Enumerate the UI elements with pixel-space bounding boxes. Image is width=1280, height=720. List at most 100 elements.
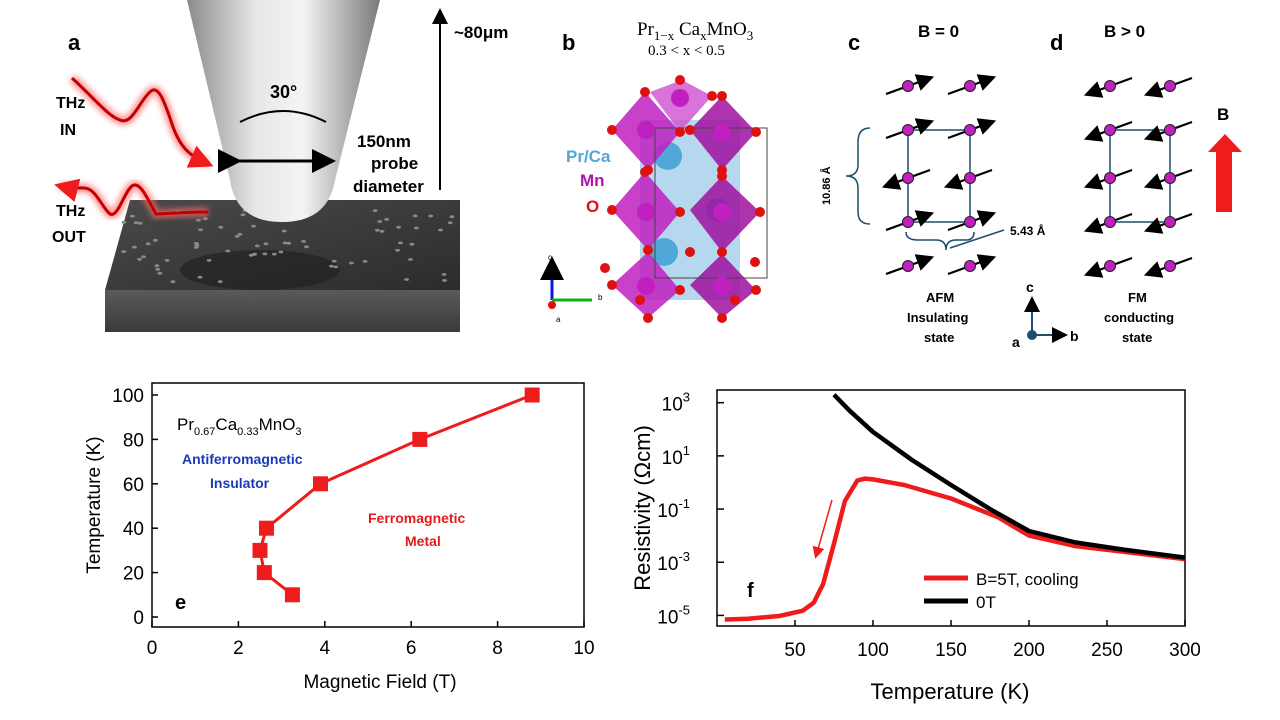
axis-a-dot [548, 301, 556, 309]
surface-speckle [282, 241, 288, 245]
axis-a-dot-c [1027, 330, 1037, 340]
surface-speckle [137, 257, 143, 261]
surface-speckle [331, 259, 337, 263]
mn-spin-site [964, 80, 976, 92]
surface-speckle [157, 271, 163, 275]
surface-speckle [137, 221, 143, 225]
surface-speckle [133, 221, 139, 225]
surface-speckle [197, 275, 203, 279]
mn-atom [637, 203, 655, 221]
surface-speckle [217, 280, 223, 283]
cell-outline-d [1109, 129, 1171, 223]
panel-label-a: a [68, 30, 81, 55]
mn-atom [637, 121, 655, 139]
o-atoms [600, 75, 765, 323]
legend-label-0t: 0T [976, 593, 996, 612]
y-tick-exponent: 1 [683, 443, 690, 458]
mn-atom [713, 124, 731, 142]
thz-out-label-1: THz [56, 203, 85, 220]
o-atom [607, 125, 617, 135]
o-atom [640, 167, 650, 177]
data-point [524, 387, 540, 403]
x-tick-label-e: 8 [492, 638, 503, 659]
surface-speckle [362, 260, 368, 263]
y-tick-label-e: 60 [123, 475, 144, 496]
panel-label-e: e [175, 592, 186, 614]
surface-speckle [428, 214, 434, 218]
surface-speckle [262, 252, 268, 256]
mn-spin-site [964, 260, 976, 272]
height-label: ~80μm [454, 23, 508, 42]
formula-part: 3 [747, 28, 754, 43]
mn-spin-site [1164, 172, 1176, 184]
plot-frame-f [716, 389, 1186, 627]
fm-caption-2: conducting [1104, 310, 1174, 325]
y-tick-base: 10 [657, 607, 678, 628]
surface-speckle [379, 229, 385, 233]
y-axis-label-e: Temperature (K) [84, 436, 105, 573]
tip-shadow [180, 250, 340, 290]
surface-speckle [141, 255, 146, 259]
surface-speckle [254, 244, 260, 248]
x-tick-label-e: 2 [233, 638, 244, 659]
fm-caption-1: FM [1128, 290, 1147, 305]
y-tick-base: 10 [657, 501, 678, 522]
sample-edge [105, 290, 460, 332]
panel-c-title: B = 0 [918, 22, 959, 41]
bracket-c-spacing [845, 127, 871, 225]
o-atom [600, 263, 610, 273]
surface-speckle [438, 228, 443, 232]
panel-c: c B = 0 10.86 Å 5.43 Å AFM Insulating st… [820, 22, 1079, 350]
probe-label-3: diameter [353, 177, 424, 196]
surface-speckle [145, 242, 151, 246]
surface-speckle [414, 226, 419, 230]
o-atom [730, 295, 740, 305]
panel-label-d: d [1050, 30, 1063, 55]
cell-outline [907, 129, 971, 223]
spacing-c-label: 10.86 Å [820, 166, 833, 205]
axis-b-label-c: b [1070, 328, 1079, 344]
surface-speckle [377, 220, 383, 223]
mn-spin-site [964, 124, 976, 136]
o-atom [717, 313, 727, 323]
o-atom [643, 245, 653, 255]
mn-spin-site [964, 172, 976, 184]
surface-speckle [240, 213, 246, 217]
mn-spin-site [1104, 260, 1116, 272]
legend-mn: Mn [580, 171, 605, 190]
surface-speckle [384, 218, 390, 221]
phase-boundary-line [258, 393, 533, 596]
o-atom [685, 247, 695, 257]
x-tick-label-e: 6 [406, 638, 417, 659]
formula-part: 1−x [654, 28, 675, 43]
mn-spin-site [1104, 172, 1116, 184]
surface-speckle [404, 278, 409, 281]
surface-speckle [218, 225, 224, 229]
panel-label-f: f [747, 580, 754, 602]
y-tick-label-f: 103 [662, 390, 690, 416]
surface-speckle [202, 217, 208, 221]
surface-speckle [251, 224, 256, 228]
surface-speckle [449, 215, 455, 219]
o-atom [751, 127, 761, 137]
region-fm-2: Metal [405, 533, 441, 549]
axis-b-label: b [598, 293, 603, 302]
afm-caption-1: AFM [926, 290, 954, 305]
fm-caption-3: state [1122, 330, 1152, 345]
mn-spin-site [902, 260, 914, 272]
o-atom [675, 207, 685, 217]
o-atom [751, 285, 761, 295]
y-tick-label-f: 101 [662, 443, 690, 469]
o-atom [675, 75, 685, 85]
surface-speckle [301, 240, 306, 243]
y-tick-label-e: 20 [123, 564, 144, 585]
y-tick-label-e: 40 [123, 519, 144, 540]
spacing-b-label: 5.43 Å [1010, 223, 1046, 238]
surface-speckle [154, 264, 160, 268]
surface-speckle [441, 273, 447, 276]
mn-spin-site [1104, 80, 1116, 92]
afm-caption-2: Insulating [907, 310, 968, 325]
region-afm-1: Antiferromagnetic [182, 451, 303, 467]
series-5t-cooling [724, 476, 1186, 622]
